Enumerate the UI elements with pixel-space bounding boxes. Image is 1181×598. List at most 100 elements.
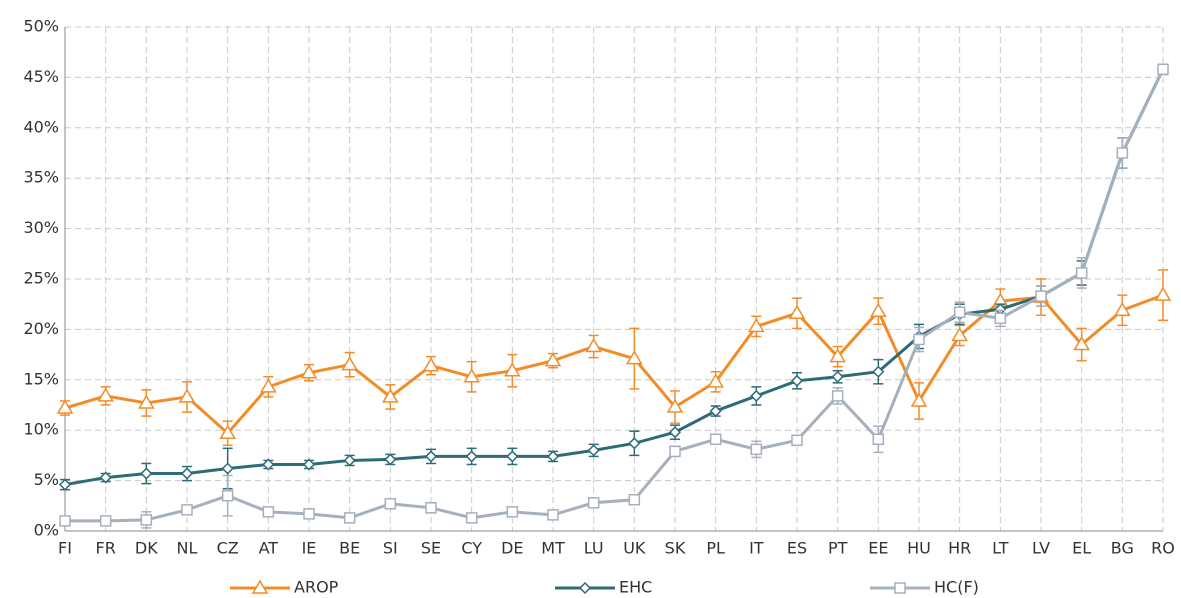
x-tick-label: EL — [1072, 539, 1091, 558]
data-point — [669, 445, 681, 458]
y-tick-label: 40% — [23, 117, 59, 136]
data-point — [750, 389, 763, 402]
x-tick-label: EE — [868, 539, 888, 558]
data-point — [913, 333, 925, 346]
data-point — [1154, 286, 1172, 301]
data-point — [58, 478, 72, 491]
legend-marker — [251, 579, 269, 594]
data-point — [587, 444, 600, 457]
data-point — [300, 364, 318, 379]
data-point — [181, 504, 193, 516]
x-tick-label: SK — [665, 539, 686, 558]
data-point — [1116, 147, 1129, 159]
data-point — [303, 508, 315, 520]
x-tick-label: FI — [58, 539, 72, 558]
data-point — [97, 387, 114, 402]
y-tick-label: 50% — [23, 17, 59, 36]
series-line — [65, 68, 1165, 523]
data-point — [544, 352, 562, 367]
y-tick-label: 10% — [23, 420, 59, 439]
x-tick-label: MT — [541, 539, 565, 558]
data-point — [872, 365, 885, 378]
legend-label: EHC — [619, 578, 652, 597]
data-point — [1114, 301, 1131, 316]
data-point — [384, 453, 397, 466]
data-point — [1075, 267, 1088, 279]
data-point — [384, 498, 397, 510]
data-point — [99, 471, 112, 484]
data-point — [221, 489, 234, 502]
y-tick-label: 25% — [23, 269, 59, 288]
legend-marker — [894, 582, 906, 594]
data-point — [546, 450, 560, 463]
y-tick-label: 30% — [23, 218, 59, 237]
legend-marker — [578, 581, 592, 595]
data-point — [382, 388, 399, 403]
data-point — [99, 515, 112, 527]
x-tick-label: AT — [259, 539, 279, 558]
data-point — [666, 398, 684, 413]
data-point — [994, 312, 1007, 325]
data-point — [748, 317, 765, 333]
data-point — [140, 514, 153, 526]
data-point — [302, 458, 316, 471]
data-point — [628, 437, 641, 450]
legend-label: AROP — [294, 578, 339, 597]
data-point — [788, 304, 806, 320]
data-point — [178, 388, 196, 403]
data-point — [709, 433, 722, 446]
data-point — [668, 426, 682, 439]
x-tick-label: UK — [623, 539, 646, 558]
data-point — [791, 434, 803, 447]
data-point — [626, 350, 643, 365]
x-tick-label: BG — [1111, 539, 1134, 558]
x-tick-label: HR — [948, 539, 971, 558]
data-point — [138, 394, 155, 409]
x-tick-label: LT — [992, 539, 1009, 558]
x-tick-label: NL — [177, 539, 198, 558]
data-point — [422, 357, 440, 372]
data-point — [872, 433, 885, 446]
series-line — [64, 68, 1165, 487]
data-point — [221, 462, 234, 475]
data-point — [585, 338, 602, 353]
data-point — [180, 467, 194, 480]
data-point — [547, 509, 559, 521]
data-point — [463, 368, 480, 383]
x-tick-label: LU — [584, 539, 604, 558]
data-point — [506, 450, 519, 463]
data-point — [56, 399, 74, 414]
y-tick-label: 20% — [23, 319, 59, 338]
legend-label: HC(F) — [934, 578, 979, 597]
x-tick-label: IE — [302, 539, 317, 558]
x-tick-label: DE — [501, 539, 523, 558]
data-point — [707, 373, 724, 388]
data-point — [343, 512, 356, 524]
data-point — [1073, 336, 1090, 351]
data-point — [910, 392, 928, 407]
x-tick-label: SI — [383, 539, 398, 558]
y-tick-label: 35% — [23, 168, 59, 187]
data-point — [504, 362, 521, 377]
x-tick-label: BE — [339, 539, 360, 558]
data-point — [425, 502, 437, 514]
x-tick-label: DK — [135, 539, 158, 558]
data-point — [953, 306, 966, 319]
data-point — [628, 494, 641, 506]
data-point — [262, 458, 275, 471]
data-point — [59, 515, 71, 527]
data-point — [465, 512, 478, 524]
y-tick-label: 15% — [23, 369, 59, 388]
data-point — [262, 506, 275, 518]
data-point — [140, 467, 153, 480]
data-point — [465, 450, 478, 463]
x-tick-label: IT — [749, 539, 764, 558]
data-point — [790, 374, 804, 387]
data-point — [343, 454, 356, 467]
y-tick-label: 5% — [34, 470, 59, 489]
x-tick-label: FR — [96, 539, 116, 558]
series-line — [64, 293, 1164, 436]
y-tick-label: 0% — [34, 521, 59, 540]
data-point — [831, 370, 844, 383]
